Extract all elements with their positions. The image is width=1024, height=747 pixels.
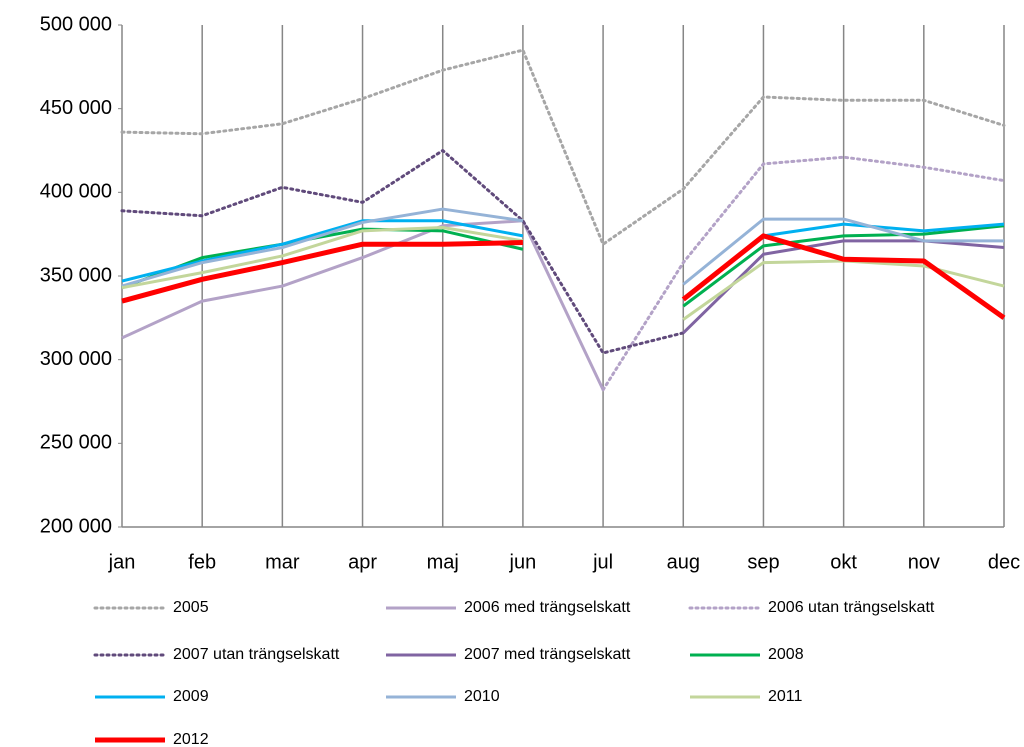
y-tick-label: 350 000 — [40, 264, 112, 286]
x-tick-label: mar — [265, 551, 300, 573]
legend-label: 2008 — [768, 646, 804, 663]
x-tick-label: dec — [988, 551, 1020, 573]
series-line — [121, 233, 1006, 320]
y-tick-label: 450 000 — [40, 97, 112, 119]
x-tick-label: jan — [108, 551, 136, 573]
x-tick-label: aug — [667, 551, 700, 573]
x-tick-label: jul — [592, 551, 613, 573]
y-tick-label: 500 000 — [40, 13, 112, 35]
legend-label: 2007 med trängselskatt — [464, 646, 631, 663]
series-line — [121, 219, 1005, 283]
legend-label: 2011 — [768, 688, 803, 705]
legend-label: 2006 med trängselskatt — [464, 599, 631, 616]
legend-label: 2005 — [173, 599, 209, 616]
x-tick-label: sep — [747, 551, 779, 573]
x-tick-label: apr — [348, 551, 377, 573]
x-tick-label: maj — [427, 551, 459, 573]
legend-label: 2009 — [173, 688, 209, 705]
x-tick-label: nov — [908, 551, 940, 573]
legend-label: 2007 utan trängselskatt — [173, 646, 340, 663]
series-line — [120, 48, 1006, 246]
x-tick-label: feb — [188, 551, 216, 573]
x-tick-label: jun — [509, 551, 537, 573]
y-tick-label: 250 000 — [40, 432, 112, 454]
legend-label: 2006 utan trängselskatt — [768, 599, 935, 616]
x-tick-label: okt — [830, 551, 857, 573]
series-line — [121, 224, 1005, 308]
series-line — [120, 149, 685, 355]
y-tick-label: 300 000 — [40, 348, 112, 370]
y-tick-label: 400 000 — [40, 181, 112, 203]
legend-label: 2012 — [173, 731, 209, 747]
series-line — [601, 155, 1006, 392]
series-line — [121, 207, 1004, 288]
y-tick-label: 200 000 — [40, 515, 112, 537]
legend-label: 2010 — [464, 688, 500, 705]
